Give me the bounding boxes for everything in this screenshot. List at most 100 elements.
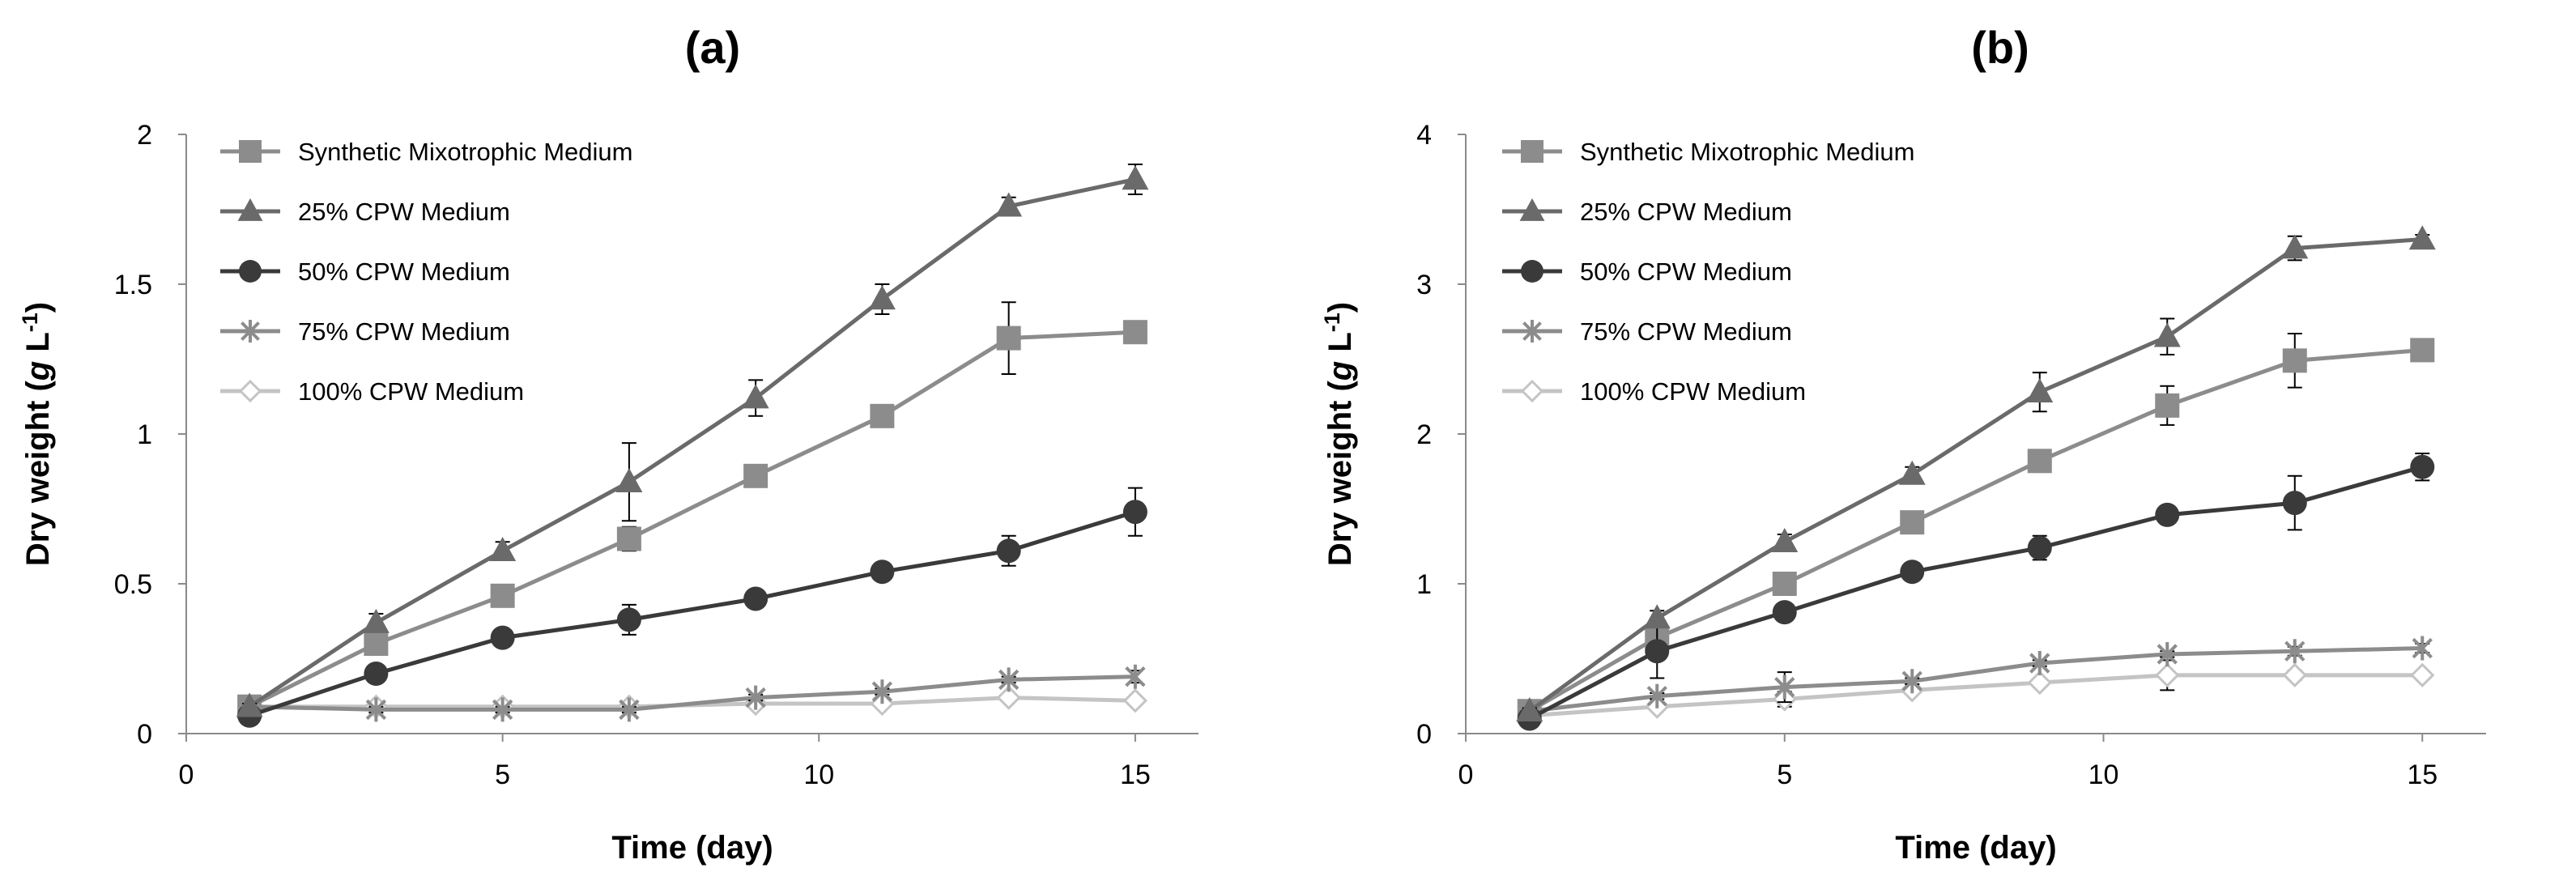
data-point — [1645, 639, 1670, 664]
legend: Synthetic Mixotrophic Medium 25% CPW Medi… — [220, 138, 633, 406]
y-axis-title-part: -1 — [18, 313, 42, 332]
data-point — [1900, 510, 1925, 535]
legend-label: 100% CPW Medium — [298, 377, 524, 406]
data-point — [2029, 651, 2050, 676]
y-tick-label: 0 — [137, 719, 152, 750]
y-axis-title: Dry weight (g L-1) — [18, 302, 56, 566]
legend-marker — [237, 198, 263, 221]
data-point — [1772, 572, 1797, 596]
data-point — [871, 679, 893, 704]
data-point — [2157, 641, 2178, 666]
data-point — [362, 608, 390, 633]
legend-marker — [239, 260, 262, 283]
data-point — [2410, 662, 2435, 687]
data-point — [998, 667, 1020, 692]
data-point — [743, 586, 769, 611]
y-axis-title-part: L — [20, 332, 56, 361]
legend-marker — [241, 320, 260, 343]
legend-label: 75% CPW Medium — [298, 317, 510, 346]
legend-marker — [239, 140, 262, 163]
y-axis-title-part: -1 — [1320, 313, 1344, 332]
chart-panel-b: (b) 0 1 2 3 4 0 5 10 15 Time (day) Dry weight (g L-… — [1320, 22, 2486, 866]
series-line — [1528, 465, 2423, 721]
legend-item: 25% CPW Medium — [1502, 198, 1792, 226]
y-axis-title-part: Dry weight ( — [20, 381, 56, 567]
x-axis-title: Time (day) — [1895, 830, 2056, 866]
y-tick-label: 1 — [1416, 569, 1432, 600]
legend-marker — [1520, 379, 1544, 403]
data-point — [2026, 377, 2054, 402]
data-point — [742, 384, 769, 409]
legend-item: Synthetic Mixotrophic Medium — [1502, 138, 1915, 166]
data-point — [2027, 670, 2052, 696]
data-point — [1901, 669, 1922, 694]
panel-label: (a) — [685, 22, 740, 73]
y-tick-label: 1.5 — [114, 270, 152, 300]
legend-item: 75% CPW Medium — [1502, 317, 1792, 346]
x-tick-label: 10 — [803, 759, 834, 790]
series-line — [1529, 673, 2423, 718]
data-point — [2027, 449, 2052, 474]
legend-item: Synthetic Mixotrophic Medium — [220, 138, 633, 166]
data-point — [868, 285, 896, 310]
data-point — [616, 607, 641, 632]
data-point — [2155, 393, 2180, 418]
legend-item: 100% CPW Medium — [1502, 377, 1806, 406]
legend: Synthetic Mixotrophic Medium 25% CPW Medi… — [1502, 138, 1915, 406]
data-point — [1774, 674, 1795, 700]
data-point — [995, 192, 1023, 217]
data-point — [1900, 560, 1925, 585]
data-point — [236, 692, 263, 717]
data-point — [2282, 348, 2307, 373]
x-tick-label: 15 — [2407, 759, 2438, 790]
legend-item: 75% CPW Medium — [220, 317, 510, 346]
x-tick-label: 5 — [1777, 759, 1792, 790]
data-point — [996, 325, 1021, 351]
data-point — [490, 625, 515, 650]
series-4 — [1519, 636, 2433, 724]
data-point — [1122, 320, 1147, 345]
legend-marker — [238, 379, 262, 403]
data-point — [490, 583, 515, 608]
data-point — [1646, 683, 1667, 708]
y-axis-title-part: ) — [20, 302, 56, 313]
legend-marker — [1519, 198, 1545, 221]
legend-label: 50% CPW Medium — [1580, 257, 1792, 286]
series-2 — [1516, 225, 2436, 721]
y-tick-label: 1 — [137, 419, 152, 450]
y-tick-label: 4 — [1416, 120, 1432, 151]
data-point — [619, 697, 640, 722]
legend-label: 100% CPW Medium — [1580, 377, 1806, 406]
data-point — [1122, 165, 1149, 190]
data-point — [489, 537, 517, 562]
data-point — [1122, 500, 1147, 525]
series-3 — [1517, 453, 2435, 731]
series-1 — [1517, 333, 2435, 724]
series-line — [1528, 237, 2423, 713]
legend-marker — [1521, 140, 1543, 163]
data-point — [1516, 697, 1543, 721]
data-point — [2282, 491, 2307, 516]
data-point — [1898, 460, 1926, 485]
data-point — [743, 463, 769, 488]
data-point — [365, 697, 387, 722]
data-point — [1771, 527, 1799, 552]
y-axis-title-part: ) — [1322, 302, 1358, 313]
data-point — [2281, 234, 2309, 259]
x-tick-label: 5 — [495, 759, 510, 790]
y-axis-title: Dry weight (g L-1) — [1320, 302, 1358, 566]
data-point — [2410, 454, 2435, 479]
chart-panel-a: (a) 0 0.5 1 1.5 2 0 5 10 15 Time (day) Dry weight (… — [18, 22, 1199, 866]
data-point — [996, 685, 1021, 710]
series-line — [249, 674, 1135, 712]
data-point — [364, 632, 389, 656]
data-point — [364, 662, 389, 686]
legend-label: 25% CPW Medium — [1580, 198, 1792, 226]
y-tick-label: 3 — [1416, 270, 1432, 300]
x-tick-label: 15 — [1120, 759, 1151, 790]
y-tick-label: 2 — [137, 120, 152, 151]
series-1 — [237, 301, 1147, 719]
data-point — [616, 526, 641, 551]
legend-label: 25% CPW Medium — [298, 198, 510, 226]
